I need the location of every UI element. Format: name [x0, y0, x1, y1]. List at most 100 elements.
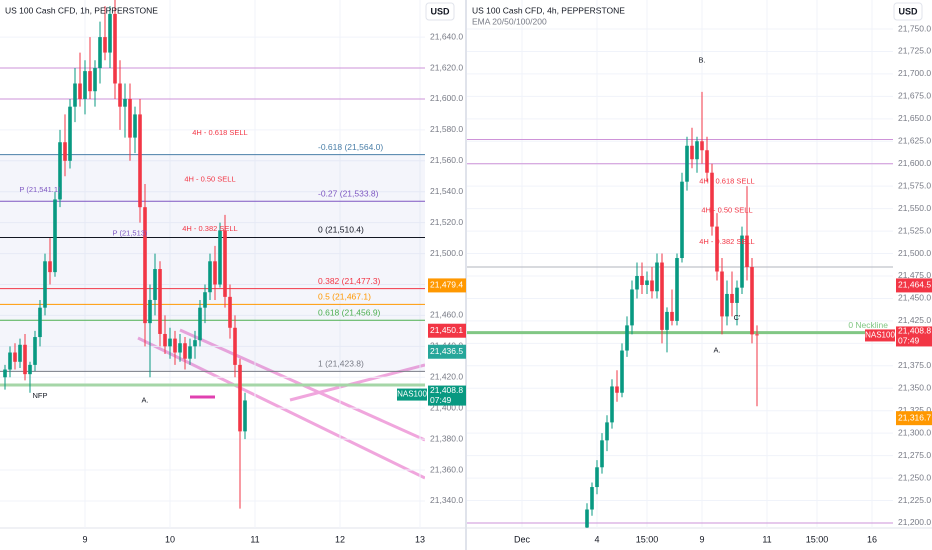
x-tick-label: 9 — [82, 534, 87, 544]
candle-body — [233, 327, 237, 365]
y-tick-label: 21,640.0 — [430, 31, 463, 41]
annotation: 4H - 0.382 SELL — [182, 224, 237, 233]
candle-body — [625, 325, 629, 351]
candle-body — [605, 422, 609, 441]
candle-body — [630, 289, 634, 326]
candle-body — [610, 386, 614, 423]
candle-body — [615, 386, 619, 393]
symbol-name: NAS100 — [865, 331, 895, 340]
y-tick-label: 21,250.0 — [898, 472, 931, 482]
candle-body — [193, 340, 197, 347]
candle-body — [58, 142, 62, 200]
candle-body — [725, 293, 729, 317]
candle-body — [148, 299, 152, 324]
candle-body — [28, 364, 32, 375]
x-tick-label: 12 — [335, 534, 345, 544]
x-tick-label: 11 — [762, 534, 771, 544]
y-tick-label: 21,540.0 — [430, 186, 463, 196]
candle-body — [680, 181, 684, 259]
candle-body — [8, 352, 12, 370]
y-tick-label: 21,300.0 — [898, 427, 931, 437]
x-tick-label: Dec — [514, 534, 531, 544]
candle-body — [73, 83, 77, 107]
candle-body — [710, 172, 714, 227]
candle-body — [585, 509, 589, 528]
y-tick-label: 21,475.0 — [898, 270, 931, 280]
price-tag — [428, 323, 466, 338]
y-tick-label: 21,500.0 — [430, 248, 463, 258]
currency-label: USD — [898, 6, 918, 16]
y-tick-label: 21,650.0 — [898, 113, 931, 123]
candle-body — [228, 296, 232, 328]
candle-body — [63, 142, 67, 161]
candle-body — [68, 106, 72, 161]
candle-body — [660, 262, 664, 330]
candle-body — [675, 258, 679, 321]
candle-body — [163, 333, 167, 347]
plot-area — [467, 0, 893, 528]
candle-body — [168, 338, 172, 347]
currency-button — [893, 2, 923, 21]
candle-body — [113, 13, 117, 84]
candle-body — [745, 235, 749, 268]
y-tick-label: 21,325.0 — [898, 405, 931, 415]
price-tag — [428, 278, 466, 293]
y-tick-label: 21,350.0 — [898, 383, 931, 393]
candle-body — [3, 369, 7, 378]
candle-body — [730, 293, 734, 303]
candle-body — [108, 13, 112, 53]
candle-body — [218, 230, 222, 285]
candle-body — [173, 338, 177, 353]
candle-body — [695, 141, 699, 160]
y-tick-label: 21,675.0 — [898, 91, 931, 101]
candle-body — [103, 37, 107, 53]
price-tag-label: 21,464.5 — [898, 280, 931, 290]
candle-body — [93, 68, 97, 92]
y-tick-label: 21,275.0 — [898, 450, 931, 460]
y-tick-label: 21,550.0 — [898, 203, 931, 213]
y-tick-label: 21,380.0 — [430, 433, 463, 443]
y-tick-label: 21,700.0 — [898, 68, 931, 78]
price-tag — [428, 385, 466, 406]
y-tick-label: 21,460.0 — [430, 310, 463, 320]
y-tick-label: 21,620.0 — [430, 62, 463, 72]
symbol-name: NAS100 — [397, 390, 427, 399]
x-tick-label: 11 — [250, 534, 259, 544]
candle-body — [123, 98, 127, 107]
annotation: NFP — [33, 391, 48, 400]
candle-body — [188, 346, 192, 359]
price-tag — [896, 326, 932, 347]
currency-button — [425, 2, 455, 21]
candle-body — [183, 343, 187, 359]
candle-body — [133, 114, 137, 138]
annotation: B. — [698, 55, 705, 64]
candle-body — [705, 150, 709, 173]
price-tag-label: 21,408.8 — [898, 326, 931, 336]
y-tick-label: 21,750.0 — [898, 23, 931, 33]
x-tick-label: 15:00 — [806, 534, 829, 544]
level-label: 0.382 (21,477.3) — [318, 276, 381, 286]
y-tick-label: 21,600.0 — [430, 93, 463, 103]
candle-body — [128, 98, 132, 138]
candle-body — [138, 114, 142, 208]
y-tick-label: 21,360.0 — [430, 464, 463, 474]
level-label: 1 (21,423.8) — [318, 359, 364, 369]
chart-title: US 100 Cash CFD, 4h, PEPPERSTONE — [472, 5, 625, 15]
level-label: 0.5 (21,467.1) — [318, 292, 371, 302]
price-tag-time: 07:49 — [898, 336, 920, 346]
candle-body — [158, 269, 162, 334]
price-tag — [896, 411, 932, 426]
level-label: -0.618 (21,564.0) — [318, 142, 383, 152]
x-tick-label: 9 — [699, 534, 704, 544]
candle-body — [48, 261, 52, 273]
level-label: 0 Neckline — [848, 320, 888, 330]
candle-body — [755, 334, 759, 336]
candle-body — [208, 261, 212, 293]
annotation: 4H - 0.50 SELL — [184, 174, 235, 183]
y-tick-label: 21,450.0 — [898, 293, 931, 303]
price-tag — [896, 278, 932, 293]
fib-box — [0, 154, 425, 372]
candle-body — [88, 71, 92, 92]
